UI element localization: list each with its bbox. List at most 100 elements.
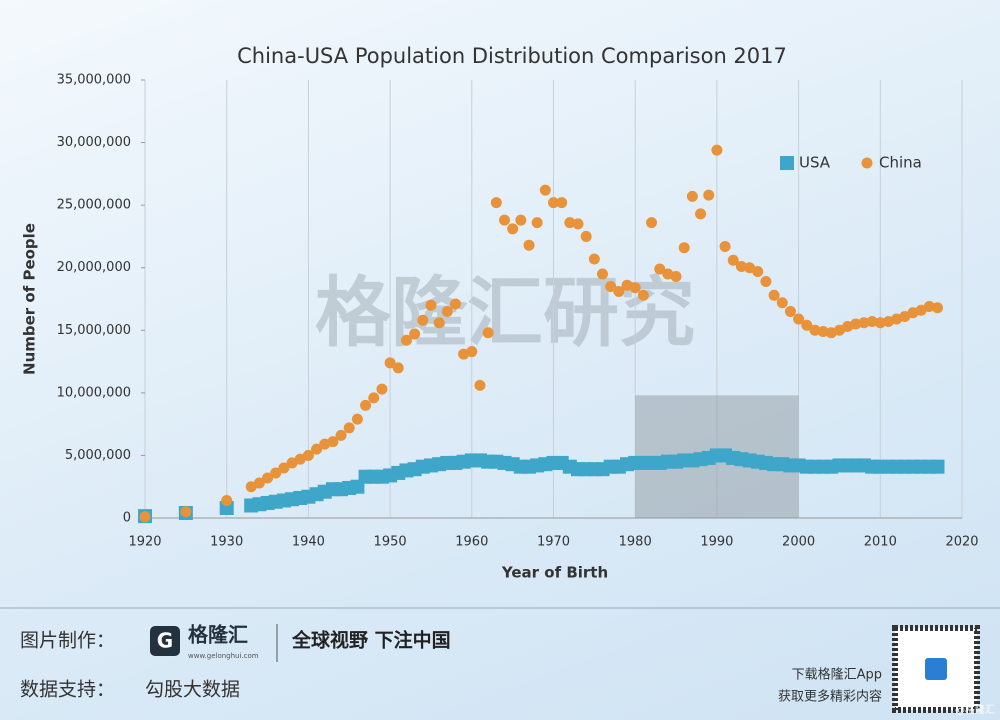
point [930, 459, 945, 474]
point [302, 449, 314, 461]
point [360, 399, 372, 411]
qr-logo [925, 658, 947, 680]
point [376, 383, 388, 395]
point [286, 457, 298, 469]
x-tick-label: 1990 [700, 535, 733, 550]
point [637, 289, 649, 301]
point [899, 311, 911, 323]
point [409, 328, 421, 340]
y-tick-label: 25,000,000 [57, 198, 131, 213]
point [221, 494, 233, 506]
point [556, 197, 568, 209]
point [417, 314, 429, 326]
point [801, 319, 813, 331]
point [629, 282, 641, 294]
point [768, 289, 780, 301]
point [548, 197, 559, 209]
x-tick-label: 1940 [292, 535, 325, 550]
point [670, 270, 682, 282]
point [809, 324, 821, 336]
point [441, 306, 453, 318]
x-tick-label: 2010 [864, 535, 897, 550]
point [678, 242, 690, 254]
point [833, 324, 845, 336]
x-tick-label: 1950 [374, 535, 407, 550]
point [793, 313, 805, 325]
y-tick-label: 15,000,000 [57, 323, 131, 338]
point [327, 436, 339, 448]
point [817, 326, 829, 338]
chart-title: China-USA Population Distribution Compar… [237, 44, 787, 68]
point [531, 217, 543, 229]
point [368, 392, 380, 404]
y-tick-label: 5,000,000 [65, 448, 131, 463]
footer-site: www.gelonghui.com [188, 652, 259, 660]
point [654, 263, 666, 275]
point [139, 511, 151, 523]
point [686, 190, 698, 202]
point [874, 317, 886, 329]
x-tick-label: 1960 [455, 535, 488, 550]
footer-data-source: 勾股大数据 [145, 679, 240, 701]
point [597, 268, 609, 280]
point [466, 346, 478, 358]
point [539, 184, 551, 196]
point [752, 265, 764, 277]
point [482, 327, 494, 339]
x-tick-label: 2000 [782, 535, 815, 550]
point [646, 217, 658, 229]
footer-app-line1: 下载格隆汇App [792, 667, 882, 683]
y-tick-label: 20,000,000 [57, 260, 131, 275]
footer-made-by-label: 图片制作： [20, 630, 115, 652]
point [866, 316, 878, 328]
point [180, 506, 192, 518]
point [760, 275, 772, 287]
point [343, 422, 355, 434]
x-tick-label: 2020 [945, 535, 978, 550]
point [400, 334, 412, 346]
point [915, 304, 927, 316]
point [294, 453, 306, 465]
point [515, 214, 527, 226]
y-axis-label: Number of People [21, 223, 39, 375]
point [433, 317, 445, 329]
y-tick-label: 0 [123, 511, 131, 526]
legend-marker [861, 157, 873, 169]
x-tick-label: 1920 [128, 535, 161, 550]
point [858, 317, 870, 329]
brand-logo-letter: G [157, 629, 173, 653]
footer-data-label: 数据支持： [20, 679, 115, 701]
point [923, 301, 935, 313]
point [245, 481, 257, 493]
footer-credit: @格隆汇 [955, 703, 995, 716]
footer-brand: 格隆汇 [188, 623, 248, 647]
point [719, 240, 731, 252]
x-tick-label: 1980 [619, 535, 652, 550]
point [703, 189, 715, 201]
point [744, 262, 756, 274]
point [253, 477, 265, 489]
point [605, 280, 617, 292]
legend-label: USA [799, 154, 831, 172]
point [850, 318, 862, 330]
footer-app-line2: 获取更多精彩内容 [778, 689, 882, 705]
point [490, 197, 502, 209]
point [278, 462, 290, 474]
point [727, 254, 739, 266]
y-tick-label: 35,000,000 [57, 73, 131, 88]
point [270, 467, 282, 479]
point [523, 239, 535, 251]
point [564, 217, 576, 229]
point [351, 413, 363, 425]
point [613, 285, 625, 297]
y-tick-label: 30,000,000 [57, 135, 131, 150]
point [931, 302, 943, 314]
point [572, 218, 584, 230]
point [474, 379, 486, 391]
point [384, 357, 396, 369]
point [695, 208, 707, 220]
x-tick-label: 1930 [210, 535, 243, 550]
point [580, 230, 592, 242]
